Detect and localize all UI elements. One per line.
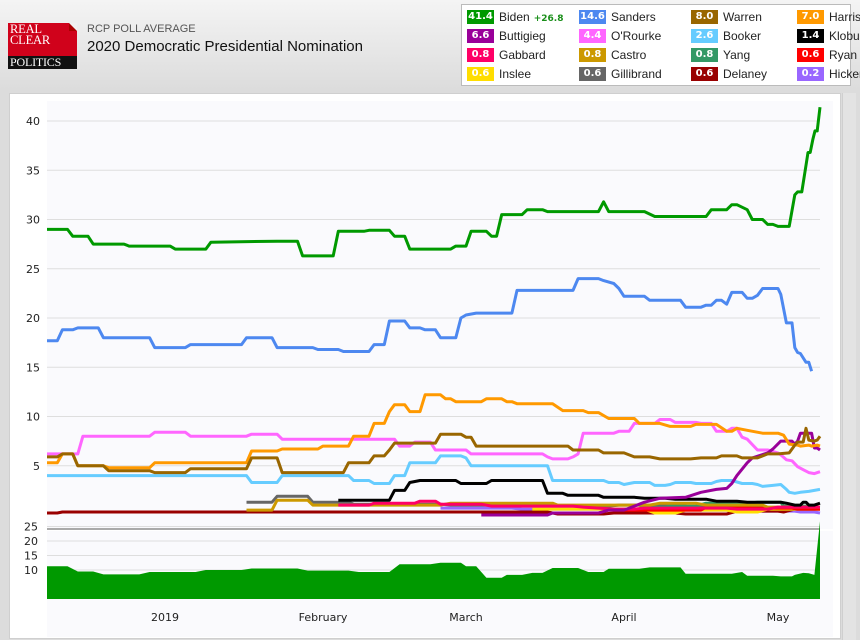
legend-item-gillibrand[interactable]: 0.6 Gillibrand — [579, 66, 662, 82]
legend-value-badge: 8.0 — [691, 10, 718, 24]
legend-value-badge: 14.6 — [579, 10, 606, 24]
legend-candidate-name: Warren — [723, 10, 762, 24]
logo-black-block — [8, 56, 77, 69]
x-tick-label-march: March — [449, 611, 483, 624]
y-tick-label: 15 — [26, 361, 40, 374]
legend-candidate-name: O'Rourke — [611, 29, 662, 43]
legend-value-badge: 0.6 — [467, 67, 494, 81]
series-line-buttigieg[interactable] — [481, 431, 821, 517]
legend-candidate-name: Castro — [611, 48, 647, 62]
logo-red-block — [8, 23, 77, 56]
legend-item-hickenlooper[interactable]: 0.2 Hickenlooper — [797, 66, 860, 82]
main-plot-area — [47, 101, 833, 529]
legend-value-badge: 0.8 — [579, 48, 606, 62]
overview-y-tick-label: 10 — [24, 564, 38, 577]
legend-value-badge: 0.6 — [691, 67, 718, 81]
legend-candidate-name: Ryan — [829, 48, 858, 62]
legend-candidate-name: Delaney — [723, 67, 768, 81]
legend-value-badge: 6.6 — [467, 29, 494, 43]
legend-value-badge: 0.8 — [691, 48, 718, 62]
legend-value-badge: 0.6 — [579, 67, 606, 81]
legend-value-badge: 0.8 — [467, 48, 494, 62]
series-line-castro[interactable] — [246, 498, 821, 512]
legend-item-delaney[interactable]: 0.6 Delaney — [691, 66, 767, 82]
overview-y-tick-label: 15 — [24, 550, 38, 563]
series-line-klobuchar[interactable] — [338, 479, 821, 507]
legend-item-warren[interactable]: 8.0 Warren — [691, 9, 762, 25]
y-tick-label: 5 — [33, 460, 40, 473]
logo-line-2: CLEAR — [10, 33, 50, 47]
series-line-sanders[interactable] — [47, 277, 814, 372]
legend-value-badge: 2.6 — [691, 29, 718, 43]
legend-candidate-name: Gabbard — [499, 48, 546, 62]
legend-lead-delta: +26.8 — [533, 14, 564, 24]
series-line-biden[interactable] — [47, 107, 822, 258]
legend-candidate-name: Gillibrand — [611, 67, 662, 81]
legend-value-badge: 0.2 — [797, 67, 824, 81]
legend-value-badge: 1.4 — [797, 29, 824, 43]
main-y-axis: 5 10 15 20 25 30 35 40 — [26, 115, 40, 473]
y-tick-label: 20 — [26, 312, 40, 325]
x-tick-label-2019: 2019 — [151, 611, 179, 624]
legend-candidate-name: Buttigieg — [499, 29, 546, 43]
legend-item-harris[interactable]: 7.0 Harris — [797, 9, 860, 25]
legend-item-gabbard[interactable]: 0.8 Gabbard — [467, 47, 546, 63]
legend-value-badge: 4.4 — [579, 29, 606, 43]
page-title: 2020 Democratic Presidential Nomination — [87, 38, 363, 55]
overview-area[interactable] — [47, 521, 820, 599]
legend-item-buttigieg[interactable]: 6.6 Buttigieg — [467, 28, 546, 44]
legend-item-biden[interactable]: 41.4 Biden +26.8 — [467, 9, 563, 25]
y-tick-label: 30 — [26, 214, 40, 227]
legend-candidate-name: Hickenlooper — [829, 67, 860, 81]
legend-item-booker[interactable]: 2.6 Booker — [691, 28, 761, 44]
y-tick-label: 40 — [26, 115, 40, 128]
x-tick-label-february: February — [299, 611, 348, 624]
scrollbar[interactable] — [842, 93, 856, 640]
series-line-harris[interactable] — [47, 393, 821, 470]
legend-value-badge: 41.4 — [467, 10, 494, 24]
overview-area-biden[interactable] — [47, 521, 820, 599]
x-tick-label-april: April — [611, 611, 636, 624]
legend-candidate-name: Yang — [723, 48, 751, 62]
legend-value-badge: 0.6 — [797, 48, 824, 62]
legend-item-ryan[interactable]: 0.6 Ryan — [797, 47, 857, 63]
legend-candidate-name: Booker — [723, 29, 762, 43]
overview-y-tick-label: 20 — [24, 535, 38, 548]
rcp-logo: REAL CLEAR POLITICS — [8, 23, 77, 69]
x-tick-label-may: May — [767, 611, 790, 624]
series-line-gabbard[interactable] — [338, 499, 820, 511]
x-axis-months: 2019 February March April May — [151, 611, 790, 624]
y-tick-label: 25 — [26, 263, 40, 276]
legend-item-orourke[interactable]: 4.4 O'Rourke — [579, 28, 661, 44]
legend-candidate-name: Harris — [829, 10, 860, 24]
main-series-lines — [47, 107, 822, 517]
legend-candidate-name: Sanders — [611, 10, 656, 24]
legend-item-klobuchar[interactable]: 1.4 Klobuchar — [797, 28, 860, 44]
legend-candidate-name: Biden — [499, 10, 530, 24]
legend-item-yang[interactable]: 0.8 Yang — [691, 47, 750, 63]
logo-line-1: REAL — [10, 22, 42, 36]
y-tick-label: 35 — [26, 164, 40, 177]
series-line-booker[interactable] — [47, 454, 821, 495]
series-line-warren[interactable] — [47, 426, 822, 475]
legend-candidate-name: Klobuchar — [829, 29, 860, 43]
legend-item-castro[interactable]: 0.8 Castro — [579, 47, 646, 63]
y-tick-label: 10 — [26, 411, 40, 424]
overview-y-tick-label: 25 — [24, 521, 38, 534]
main-gridlines — [47, 120, 820, 467]
logo-line-3: POLITICS — [10, 55, 62, 69]
legend-item-inslee[interactable]: 0.6 Inslee — [467, 66, 531, 82]
legend: 41.4 Biden +26.8 14.6 Sanders 8.0 Warren 7.0 Har… — [461, 4, 860, 86]
legend-candidate-name: Inslee — [499, 67, 532, 81]
legend-value-badge: 7.0 — [797, 10, 824, 24]
legend-item-sanders[interactable]: 14.6 Sanders — [579, 9, 656, 25]
page-subtitle: RCP POLL AVERAGE — [87, 23, 196, 35]
